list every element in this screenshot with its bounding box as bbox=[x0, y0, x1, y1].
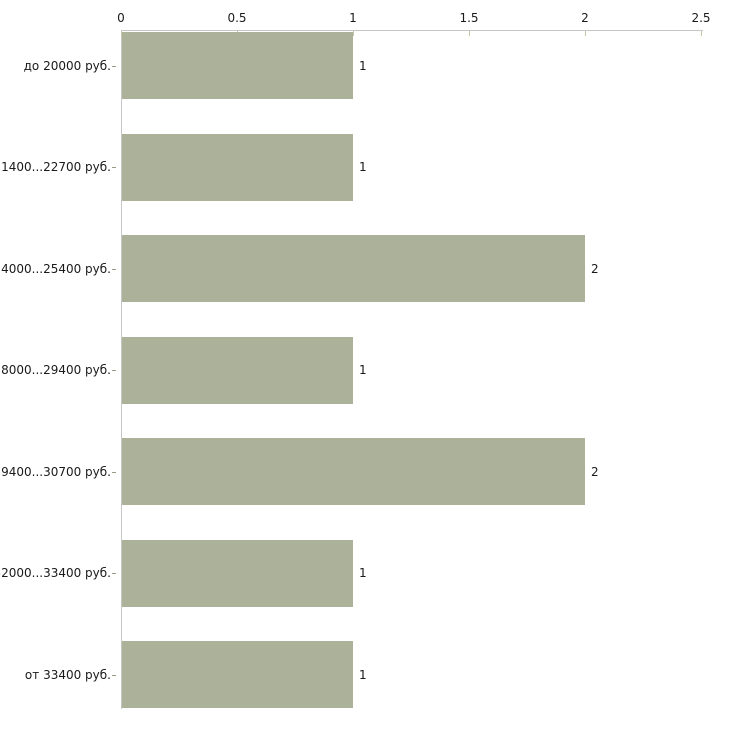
category-label: 32000...33400 руб. bbox=[0, 566, 111, 580]
category-label: 28000...29400 руб. bbox=[0, 363, 111, 377]
bar-row: 28000...29400 руб. 1 bbox=[0, 336, 730, 404]
category-label: 21400...22700 руб. bbox=[0, 160, 111, 174]
category-label: 24000...25400 руб. bbox=[0, 261, 111, 276]
bar bbox=[122, 32, 353, 99]
x-tick-label: 0 bbox=[117, 11, 125, 25]
bar bbox=[122, 133, 353, 201]
category-tick-mark bbox=[112, 573, 116, 574]
x-tick-label: 0.5 bbox=[227, 11, 247, 25]
bar-row: от 33400 руб. 1 bbox=[0, 641, 730, 708]
category-tick-mark bbox=[112, 268, 116, 270]
category-label: 29400...30700 руб. bbox=[0, 464, 111, 479]
category-tick-mark bbox=[112, 370, 116, 371]
bar-value-label: 1 bbox=[359, 667, 367, 682]
bar bbox=[122, 336, 353, 404]
x-tick-mark bbox=[585, 31, 586, 36]
x-tick-mark bbox=[121, 31, 122, 36]
bar bbox=[122, 641, 353, 708]
bar-value-label: 1 bbox=[359, 160, 367, 174]
category-label: от 33400 руб. bbox=[24, 667, 111, 682]
bar-row: 21400...22700 руб. 1 bbox=[0, 133, 730, 201]
bar-row: 24000...25400 руб. 2 bbox=[0, 235, 730, 302]
bar-value-label: 1 bbox=[359, 363, 367, 377]
category-tick-mark bbox=[112, 674, 116, 676]
x-tick-label: 2 bbox=[581, 11, 589, 25]
category-tick-mark bbox=[112, 167, 116, 168]
category-label: до 20000 руб. bbox=[23, 58, 111, 73]
y-axis-line bbox=[121, 30, 122, 709]
x-axis-line bbox=[121, 30, 703, 31]
x-tick-mark bbox=[353, 31, 354, 36]
bar-row: 29400...30700 руб. 2 bbox=[0, 438, 730, 505]
x-tick-mark bbox=[701, 31, 702, 36]
category-tick-mark bbox=[112, 65, 116, 67]
bar bbox=[122, 438, 585, 505]
bar-row: 32000...33400 руб. 1 bbox=[0, 539, 730, 607]
category-tick-mark bbox=[112, 471, 116, 473]
bar-value-label: 2 bbox=[591, 464, 599, 479]
bar-value-label: 2 bbox=[591, 261, 599, 276]
bar bbox=[122, 235, 585, 302]
bar bbox=[122, 539, 353, 607]
bar-value-label: 1 bbox=[359, 58, 367, 73]
bar-row: до 20000 руб. 1 bbox=[0, 32, 730, 99]
x-tick-label: 1.5 bbox=[459, 11, 479, 25]
x-tick-label: 2.5 bbox=[691, 11, 711, 25]
x-tick-label: 1 bbox=[349, 11, 357, 25]
x-tick-mark bbox=[469, 31, 470, 36]
bar-value-label: 1 bbox=[359, 566, 367, 580]
